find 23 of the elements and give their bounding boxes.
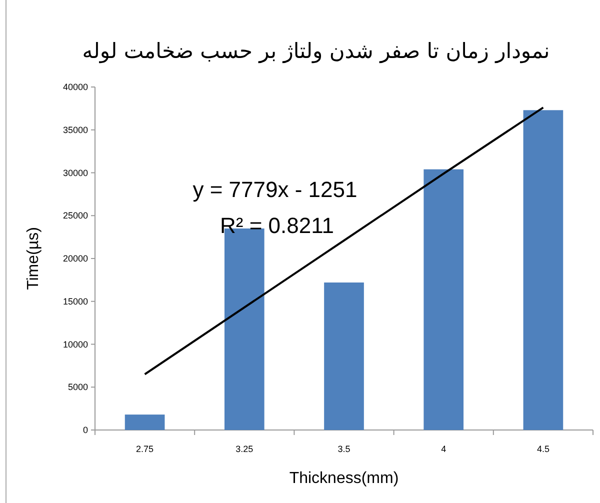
annotation: y = 7779x - 1251 — [192, 177, 358, 202]
x-axis-title: Thickness(mm) — [289, 470, 399, 487]
x-tick-label: 4 — [441, 444, 446, 454]
y-tick-label: 20000 — [62, 254, 88, 264]
y-tick-label: 0 — [82, 425, 88, 435]
x-tick-label: 2.75 — [136, 444, 154, 454]
y-tick-label: 5000 — [68, 382, 88, 392]
y-tick-label: 30000 — [62, 168, 88, 178]
y-tick-label: 10000 — [62, 339, 88, 350]
y-tick-label: 40000 — [62, 82, 88, 92]
y-tick-label: 35000 — [62, 124, 88, 135]
y-tick-label: 25000 — [62, 210, 88, 221]
chart-title: نمودار زمان تا صفر شدن ولتاژ بر حسب ضخامت لوله — [82, 39, 550, 64]
x-tick-label: 4.5 — [536, 444, 550, 454]
bar — [124, 414, 165, 430]
bar — [424, 169, 464, 430]
bar — [324, 282, 364, 430]
y-axis-title: Time(µs) — [25, 227, 42, 290]
bar — [523, 110, 564, 430]
y-tick-label: 15000 — [62, 296, 88, 306]
line-series — [144, 106, 544, 376]
x-tick-label: 3.25 — [236, 444, 254, 454]
x-tick-label: 3.5 — [338, 444, 350, 454]
